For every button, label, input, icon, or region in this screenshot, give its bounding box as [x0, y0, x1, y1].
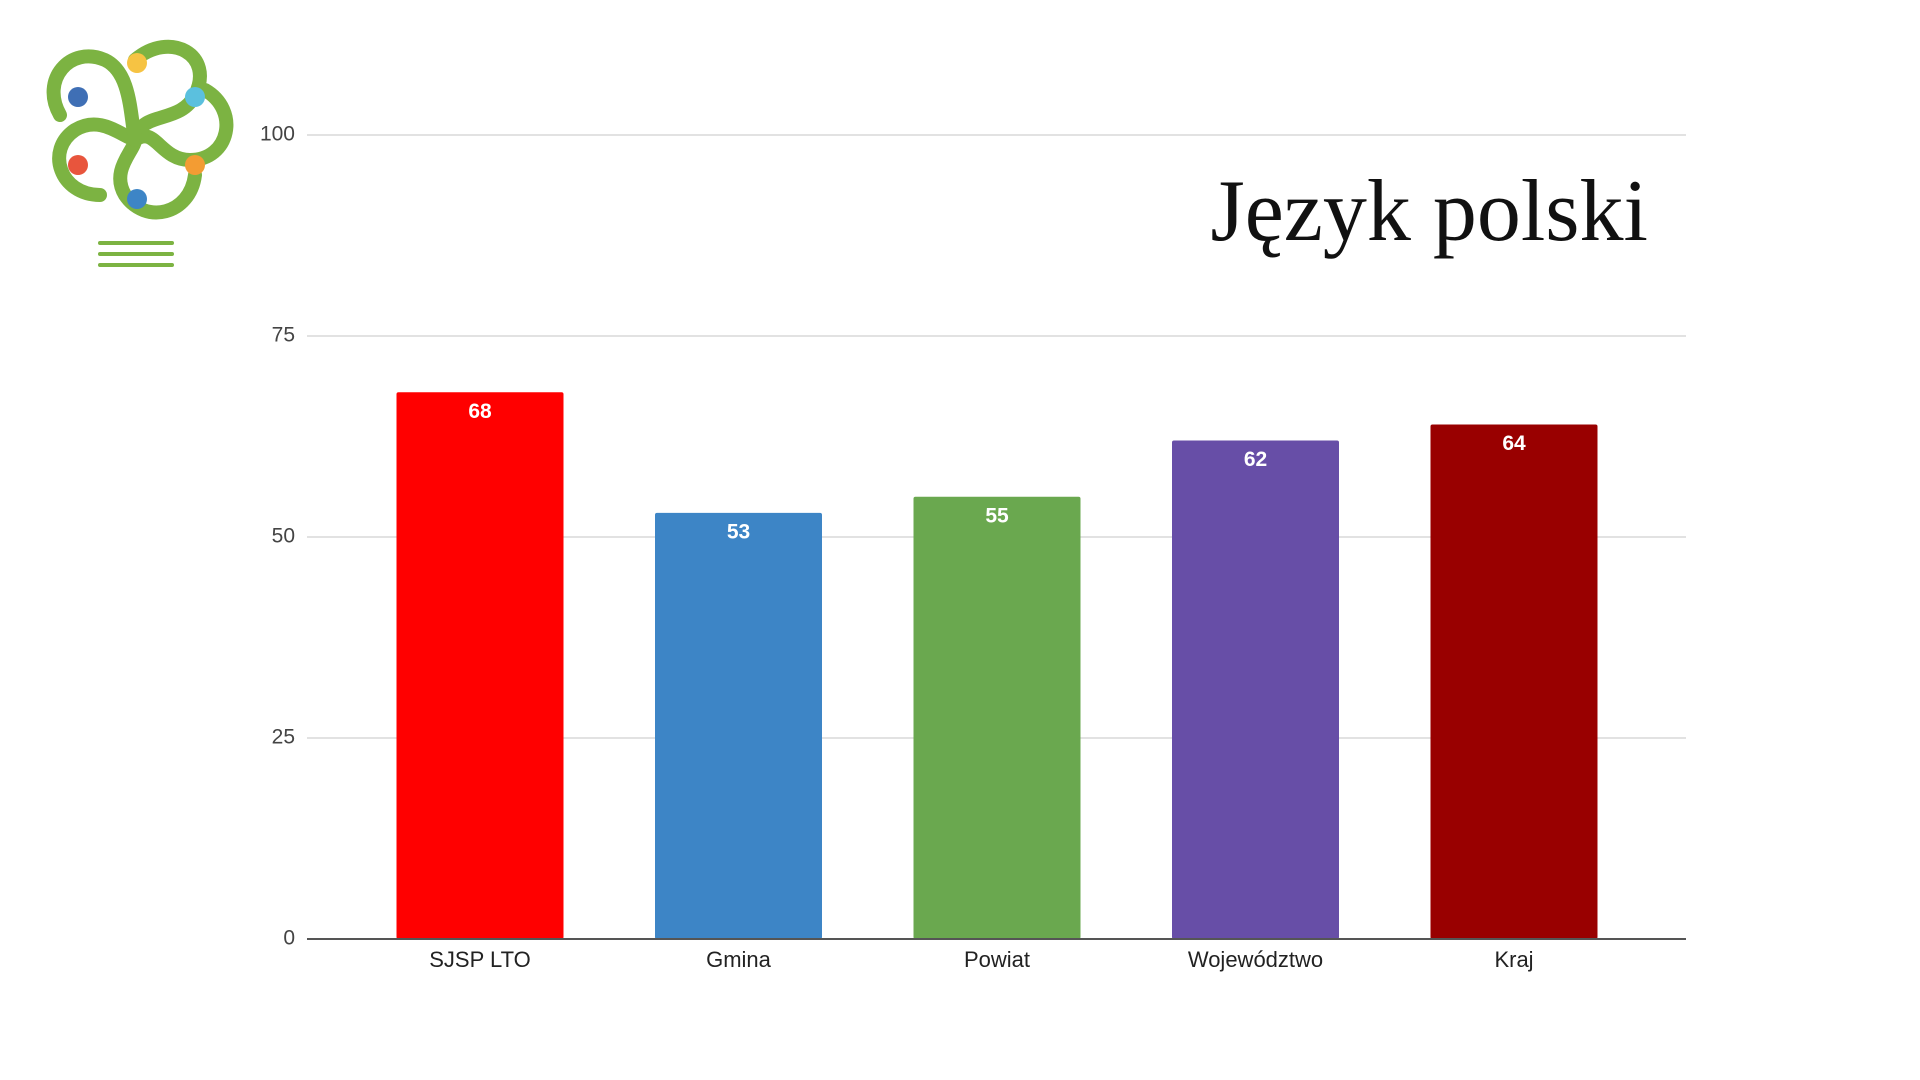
logo-dot — [127, 189, 147, 209]
x-tick-label: Województwo — [1188, 947, 1323, 972]
chart-title: Język polski — [1210, 163, 1648, 260]
x-tick-label: Gmina — [706, 947, 772, 972]
x-tick-label: Powiat — [964, 947, 1030, 972]
y-tick-label: 100 — [260, 123, 295, 146]
y-tick-label: 75 — [272, 324, 295, 347]
bar — [396, 392, 564, 939]
y-tick-label: 0 — [283, 927, 295, 950]
data-label: 64 — [1502, 432, 1526, 455]
logo-swirl — [46, 49, 142, 147]
logo-dot — [68, 155, 88, 175]
data-label: 68 — [468, 400, 492, 423]
y-tick-label: 50 — [272, 525, 295, 548]
logo-dot — [185, 87, 205, 107]
x-tick-label: Kraj — [1494, 947, 1533, 972]
logo-dots — [68, 53, 205, 209]
data-label: 53 — [727, 520, 750, 543]
logo-dot — [185, 155, 205, 175]
logo-swirl — [52, 117, 142, 202]
x-tick-label: SJSP LTO — [429, 947, 531, 972]
bar — [913, 496, 1081, 939]
bar — [655, 512, 822, 939]
y-tick-label: 25 — [272, 726, 295, 749]
logo-dot — [127, 53, 147, 73]
data-label: 55 — [985, 504, 1009, 527]
logo-dot — [68, 87, 88, 107]
bar — [1172, 440, 1339, 939]
data-label: 62 — [1244, 448, 1267, 471]
bar — [1430, 424, 1598, 939]
